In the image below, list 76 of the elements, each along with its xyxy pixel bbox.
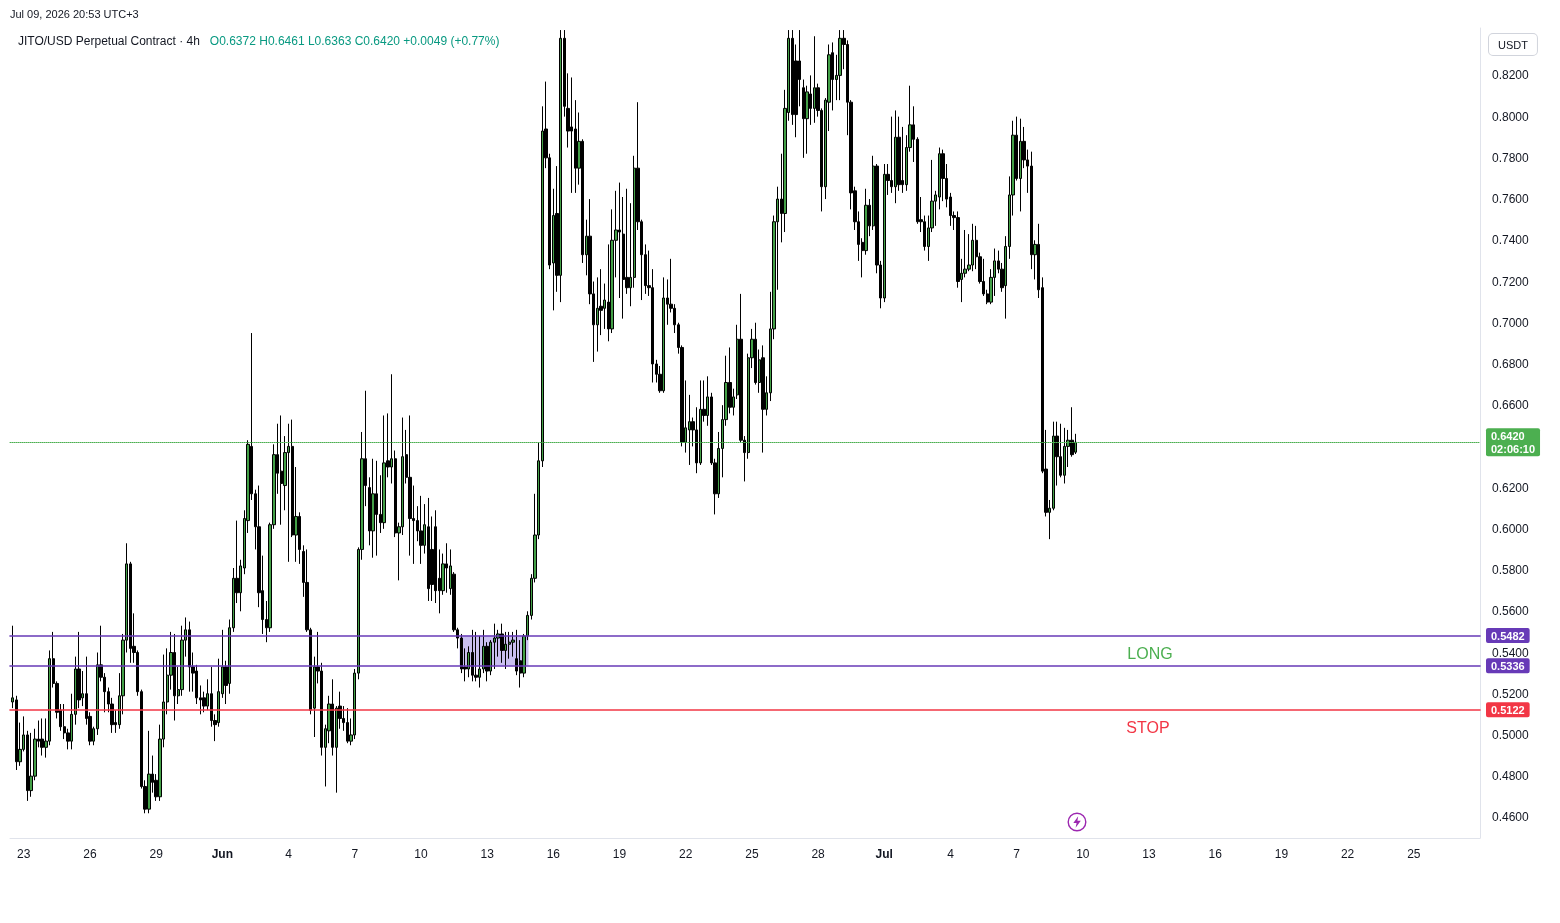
x-tick-label: 19 (1274, 847, 1289, 861)
candlestick (427, 497, 430, 602)
y-tick-label: 0.7600 (1492, 192, 1530, 207)
candlestick (40, 717, 44, 757)
y-tick-label: 0.8000 (1492, 109, 1530, 124)
y-tick-label: 0.7400 (1492, 233, 1530, 248)
y-tick-label: 0.8200 (1492, 68, 1530, 83)
candlestick (287, 423, 290, 563)
x-tick-label: 4 (285, 847, 293, 861)
y-tick-label: 0.7800 (1492, 150, 1530, 165)
candlestick (1019, 118, 1022, 212)
ref-line-label: 0.5482 (1491, 629, 1525, 642)
candlestick (375, 460, 378, 557)
candlestick (29, 732, 33, 798)
y-tick-label: 0.5200 (1492, 686, 1530, 701)
x-tick-label: 23 (17, 847, 31, 861)
candlestick (971, 223, 974, 272)
text: O0.6372 H0.6461 L0.6363 C0.6420 +0.0049 (+0.77%) (209, 34, 500, 48)
y-tick-label: 0.5600 (1492, 604, 1530, 619)
candlestick (662, 276, 665, 394)
candlestick (761, 344, 765, 454)
x-tick-label: 10 (1076, 847, 1090, 861)
y-tick-label: 0.4600 (1492, 810, 1530, 825)
ref-line-label: 0.5122 (1491, 703, 1525, 716)
x-tick-label: 7 (351, 847, 359, 861)
y-tick-label: 0.5000 (1492, 727, 1530, 742)
candlestick (346, 707, 349, 744)
x-tick-label: 26 (83, 847, 97, 861)
candlestick (280, 414, 283, 526)
y-axis-title: USDT (1498, 38, 1529, 51)
annotation: LONG (1127, 644, 1173, 662)
text: Jul 09, 2026 20:53 UTC+3 (10, 7, 139, 20)
y-tick-label: 0.6600 (1492, 398, 1530, 413)
candlestick (445, 542, 448, 594)
y-tick-label: 0.7200 (1492, 274, 1530, 289)
candlestick (147, 730, 151, 814)
y-tick-label: 0.7000 (1492, 315, 1530, 330)
annotation: STOP (1126, 718, 1170, 736)
x-tick-label: 19 (612, 847, 627, 861)
ref-line-label: 0.6420 02:06:10 (1491, 429, 1536, 455)
x-tick-label: 16 (546, 847, 561, 861)
candlestick (894, 109, 897, 204)
x-tick-label: 29 (149, 847, 164, 861)
y-tick-label: 0.5800 (1492, 563, 1530, 578)
y-tick-label: 0.4800 (1492, 769, 1530, 784)
candlestick (188, 621, 191, 693)
candlestick (570, 76, 573, 194)
x-tick-label: 13 (1142, 847, 1157, 861)
candlestick (813, 35, 816, 124)
x-tick-label: 22 (1340, 847, 1355, 861)
ref-line-label: 0.5336 (1491, 659, 1525, 672)
x-tick-label: 22 (679, 847, 693, 861)
x-tick-label: 4 (947, 847, 955, 861)
candlestick (471, 629, 474, 682)
candlestick (382, 414, 386, 530)
x-tick-label: 13 (480, 847, 495, 861)
x-tick-label: Jul (875, 847, 893, 861)
x-tick-label: 25 (745, 847, 759, 861)
x-tick-label: 10 (414, 847, 428, 861)
x-tick-label: 7 (1013, 847, 1021, 861)
candlestick (1063, 427, 1066, 484)
candlestick (371, 458, 375, 559)
y-tick-label: 0.5400 (1492, 645, 1530, 660)
candlestick (838, 29, 842, 101)
x-tick-label: Jun (211, 847, 234, 861)
candlestick (419, 495, 423, 565)
y-tick-label: 0.6200 (1492, 480, 1530, 495)
x-tick-label: 25 (1407, 847, 1421, 861)
x-tick-label: 16 (1208, 847, 1223, 861)
text: JITO/USD Perpetual Contract · 4h (18, 34, 200, 48)
y-tick-label: 0.6000 (1492, 521, 1530, 536)
candlestick (559, 29, 562, 303)
candlestick (173, 633, 176, 722)
x-tick-label: 28 (811, 847, 826, 861)
candlestick (802, 79, 805, 159)
y-tick-label: 0.6800 (1492, 356, 1530, 371)
